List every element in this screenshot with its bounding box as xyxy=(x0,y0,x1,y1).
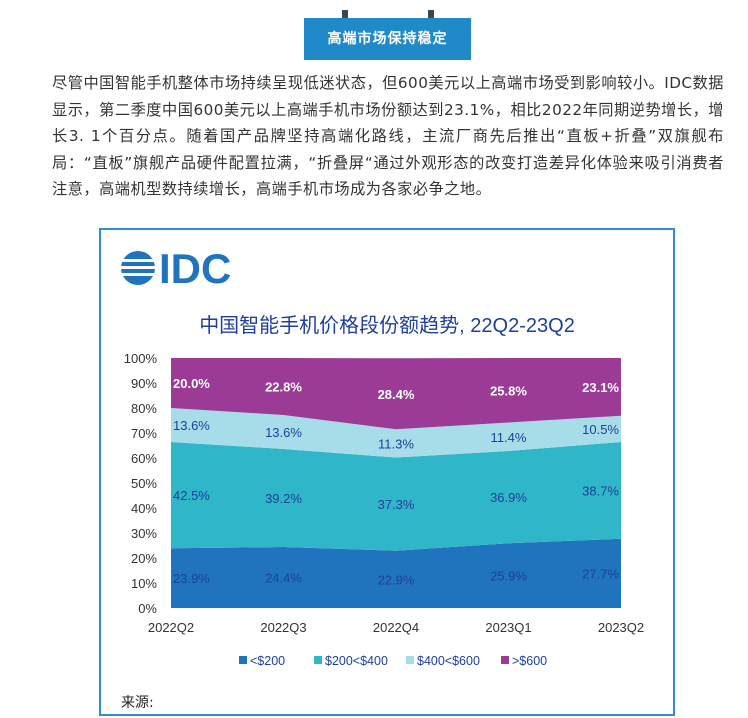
y-tick-label: 20% xyxy=(131,551,157,566)
data-label: 11.3% xyxy=(378,436,414,451)
x-tick-label: 2023Q1 xyxy=(485,620,531,635)
legend-label: >$600 xyxy=(512,654,547,668)
idc-logo: IDC xyxy=(119,245,231,292)
legend-swatch xyxy=(314,656,322,664)
data-label: 23.1% xyxy=(582,380,619,395)
y-tick-label: 10% xyxy=(131,576,157,591)
legend-label: $200<$400 xyxy=(325,654,388,668)
x-tick-label: 2022Q2 xyxy=(148,620,194,635)
legend-swatch xyxy=(406,656,414,664)
data-label: 39.2% xyxy=(265,491,302,506)
data-label: 10.5% xyxy=(582,422,619,437)
chart-title: 中国智能手机价格段份额趋势, 22Q2-23Q2 xyxy=(199,314,575,337)
section-title: 高端市场保持稳定 xyxy=(304,18,471,60)
data-label: 20.0% xyxy=(173,376,210,391)
data-label: 37.3% xyxy=(378,497,415,512)
data-label: 42.5% xyxy=(173,488,210,503)
x-tick-label: 2022Q4 xyxy=(373,620,419,635)
data-label: 22.9% xyxy=(378,572,415,587)
y-tick-label: 60% xyxy=(131,451,157,466)
article-paragraph: 尽管中国智能手机整体市场持续呈现低迷状态，但600美元以上高端市场受到影响较小。… xyxy=(52,74,724,198)
data-label: 11.4% xyxy=(491,430,527,445)
data-label: 27.7% xyxy=(582,566,619,581)
data-label: 24.4% xyxy=(265,571,302,586)
y-tick-label: 50% xyxy=(131,476,157,491)
banner-pin-left xyxy=(342,10,348,22)
chart-frame: IDC 中国智能手机价格段份额趋势, 22Q2-23Q2 0% 10% 20% 30%… xyxy=(99,228,675,716)
legend-label: <$200 xyxy=(250,654,285,668)
area-series-1 xyxy=(171,538,621,608)
x-tick-label: 2022Q3 xyxy=(260,620,306,635)
data-label: 23.9% xyxy=(173,571,210,586)
data-label: 13.6% xyxy=(173,418,210,433)
area-series-3 xyxy=(171,408,621,458)
idc-logo-text: IDC xyxy=(159,245,231,292)
chart-svg: IDC 中国智能手机价格段份额趋势, 22Q2-23Q2 0% 10% 20% 30%… xyxy=(119,245,644,668)
x-tick-label: 2023Q2 xyxy=(598,620,644,635)
data-label: 25.8% xyxy=(490,383,527,398)
y-tick-label: 100% xyxy=(124,351,158,366)
source-label: 来源: xyxy=(121,695,154,711)
section-banner: 高端市场保持稳定 xyxy=(304,10,471,62)
y-tick-label: 80% xyxy=(131,401,157,416)
area-series-2 xyxy=(171,442,621,551)
data-label: 38.7% xyxy=(582,483,619,498)
legend-label: $400<$600 xyxy=(417,654,480,668)
banner-pin-right xyxy=(428,10,434,22)
data-label: 25.9% xyxy=(490,569,527,584)
y-tick-label: 90% xyxy=(131,376,157,391)
y-tick-label: 40% xyxy=(131,501,157,516)
data-label: 28.4% xyxy=(378,387,415,402)
legend-swatch xyxy=(239,656,247,664)
area-series-4 xyxy=(171,358,621,430)
y-tick-label: 70% xyxy=(131,426,157,441)
data-label: 22.8% xyxy=(265,380,302,395)
y-tick-label: 0% xyxy=(138,601,157,616)
legend-swatch xyxy=(501,656,509,664)
data-label: 13.6% xyxy=(265,425,302,440)
data-label: 36.9% xyxy=(490,490,527,505)
y-tick-label: 30% xyxy=(131,526,157,541)
